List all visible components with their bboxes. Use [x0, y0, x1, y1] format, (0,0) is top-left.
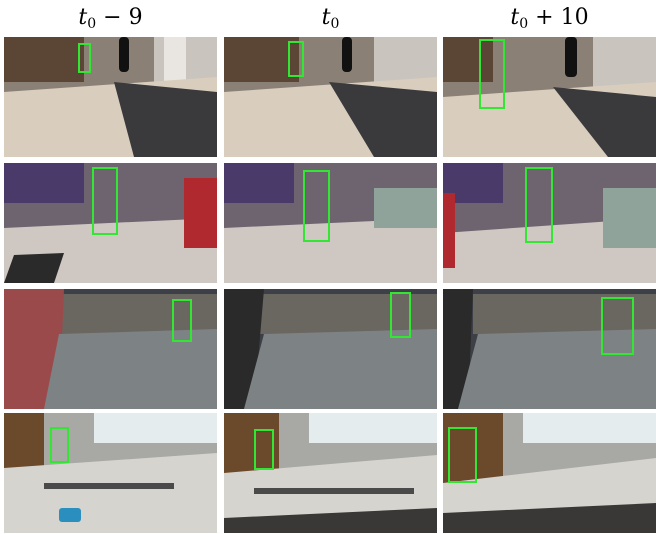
person-bounding-box	[303, 170, 330, 242]
frame-row3-col1	[4, 289, 217, 409]
person-bounding-box	[479, 39, 505, 109]
person-bounding-box	[288, 41, 304, 77]
frame-row2-col1	[4, 163, 217, 283]
column-header-t0: t0	[321, 5, 340, 32]
frame-row2-col3	[443, 163, 656, 283]
frame-row3-col2	[224, 289, 437, 409]
frame-row2-col2	[224, 163, 437, 283]
person-bounding-box	[92, 167, 118, 235]
person-bounding-box	[601, 297, 634, 355]
person-bounding-box	[50, 427, 69, 463]
column-header-t0-minus-9: t0 − 9	[78, 5, 143, 32]
person-bounding-box	[172, 299, 192, 342]
frame-row3-col3	[443, 289, 656, 409]
column-header-t0-plus-10: t0 + 10	[510, 5, 589, 32]
frame-row1-col2	[224, 37, 437, 157]
person-bounding-box	[78, 43, 91, 73]
frame-row1-col3	[443, 37, 656, 157]
person-bounding-box	[525, 167, 553, 243]
frame-row1-col1	[4, 37, 217, 157]
frame-row4-col3	[443, 413, 656, 533]
person-bounding-box	[448, 427, 477, 483]
frame-row4-col2	[224, 413, 437, 533]
person-bounding-box	[254, 429, 274, 470]
person-bounding-box	[390, 292, 411, 338]
frame-row4-col1	[4, 413, 217, 533]
